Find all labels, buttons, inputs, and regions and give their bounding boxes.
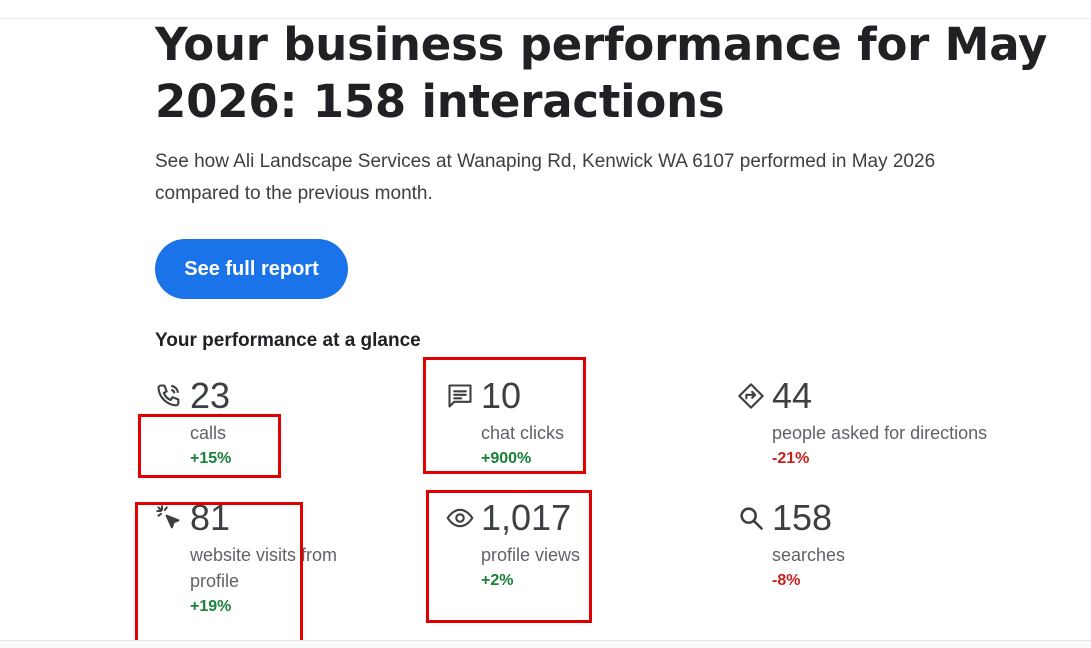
- stat-value: 158: [772, 497, 833, 538]
- page-title: Your business performance for May 2026: …: [155, 18, 1048, 128]
- stat-change: +900%: [481, 450, 532, 467]
- phone-icon: [155, 382, 183, 410]
- eye-icon: [446, 504, 474, 532]
- stat-change: +19%: [190, 598, 232, 615]
- stat-change: -8%: [772, 572, 801, 589]
- search-icon: [737, 504, 765, 532]
- stat-change: +15%: [190, 450, 232, 467]
- see-full-report-button[interactable]: See full report: [155, 239, 348, 299]
- chat-icon: [446, 382, 474, 410]
- bottom-divider: [0, 640, 1091, 648]
- section-title: Your performance at a glance: [155, 330, 421, 351]
- stat-label: searches: [772, 545, 846, 565]
- stat-label: chat clicks: [481, 423, 565, 443]
- top-bar: [0, 0, 1091, 19]
- stat-label: website visits from profile: [190, 545, 338, 591]
- stat-value: 44: [772, 375, 813, 416]
- stat-label: profile views: [481, 545, 581, 565]
- stat-change: +2%: [481, 572, 514, 589]
- stat-change: -21%: [772, 450, 810, 467]
- stat-label: people asked for directions: [772, 423, 988, 443]
- stat-value: 10: [481, 375, 522, 416]
- cursor-click-icon: [155, 504, 183, 532]
- directions-icon: [737, 382, 765, 410]
- stat-value: 1,017: [481, 497, 572, 538]
- stat-label: calls: [190, 423, 227, 443]
- stat-value: 81: [190, 497, 231, 538]
- page-subtitle: See how Ali Landscape Services at Wanapi…: [155, 151, 936, 204]
- stat-value: 23: [190, 375, 231, 416]
